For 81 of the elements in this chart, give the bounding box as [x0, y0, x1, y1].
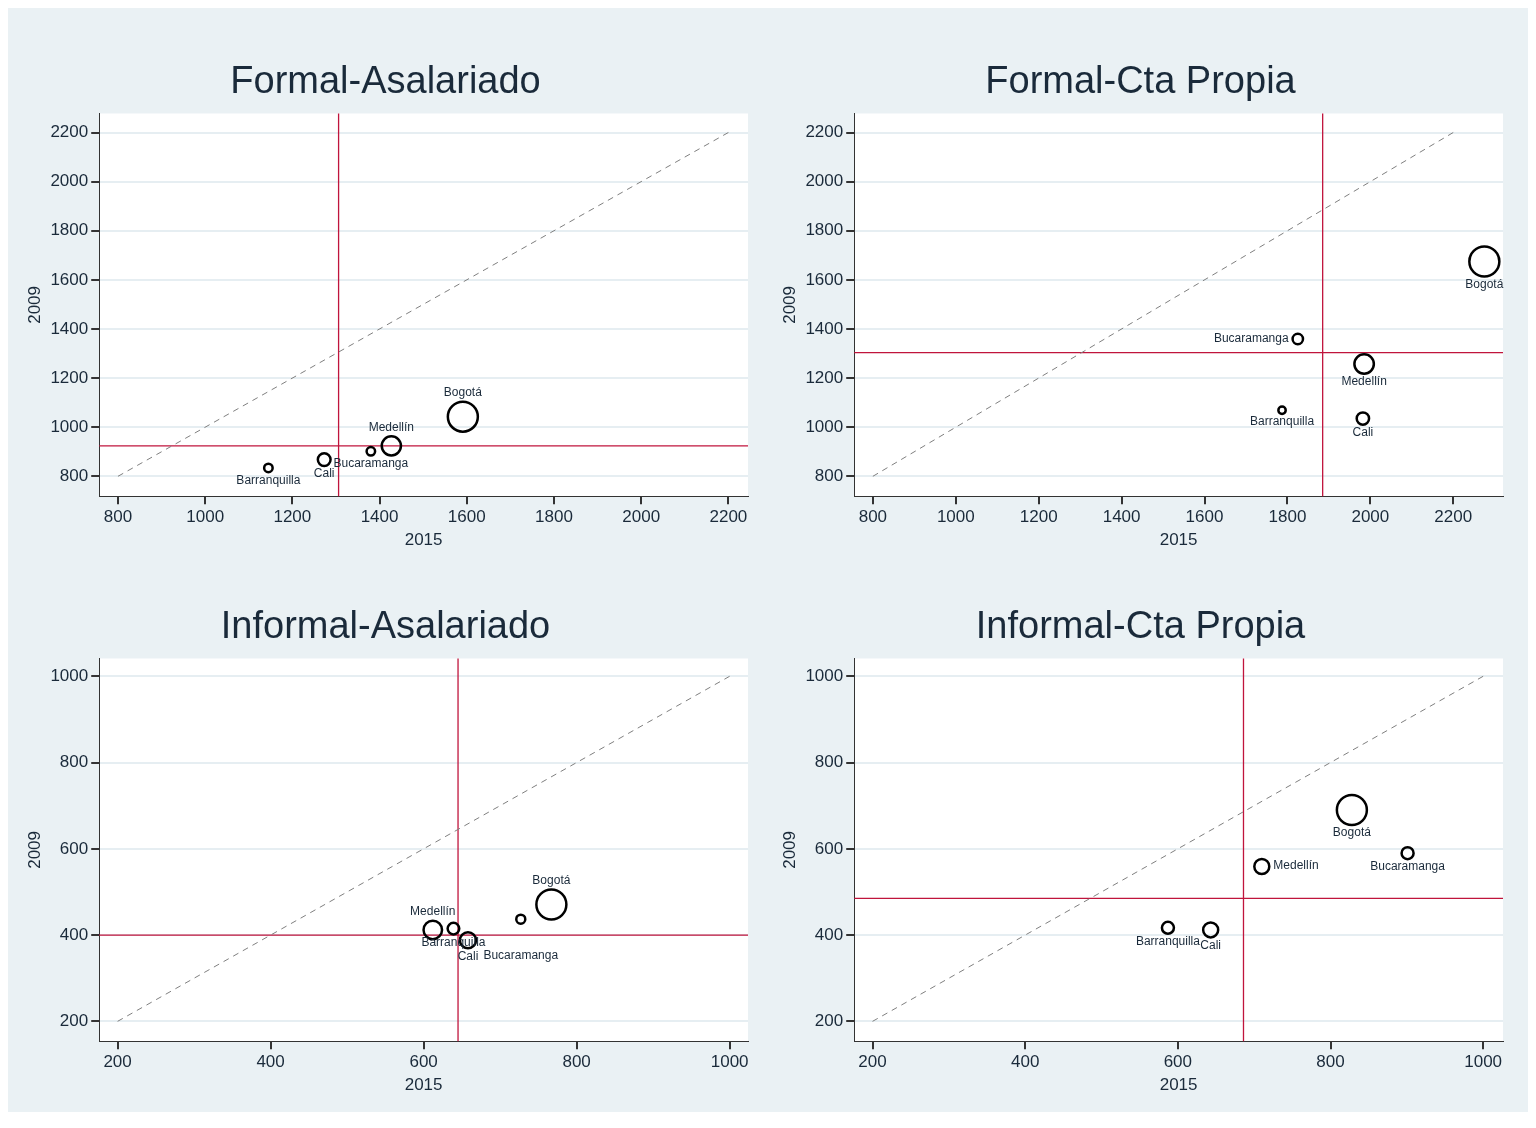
- y-tick-label: 2200: [50, 122, 89, 142]
- y-tick-label: 800: [814, 752, 844, 772]
- x-tick-label: 1800: [535, 507, 573, 527]
- y-tick-label: 400: [59, 924, 89, 944]
- annotation: Barranquilla: [1250, 414, 1315, 429]
- annotation: Medellín: [1341, 374, 1387, 389]
- y-tick-label: 1000: [805, 665, 844, 685]
- y-tick-label: 1000: [50, 416, 89, 436]
- annotation: Bucaramanga: [483, 947, 559, 962]
- y-tick-label: 1200: [805, 367, 844, 387]
- annotation: Medellín: [1273, 858, 1319, 873]
- x-tick-label: 400: [256, 1052, 285, 1072]
- x-tick-label: 2200: [1434, 507, 1473, 527]
- y-tick-label: 1000: [805, 416, 844, 436]
- chart-title: Formal-Cta Propia: [985, 59, 1297, 102]
- chart-title: Informal-Asalariado: [220, 604, 551, 647]
- x-tick-label: 400: [1011, 1052, 1040, 1072]
- y-tick-label: 1000: [50, 665, 89, 685]
- y-tick-label: 1800: [50, 220, 89, 240]
- x-tick-label: 600: [409, 1052, 438, 1072]
- x-tick-label: 800: [562, 1052, 591, 1072]
- annotation: Medellín: [410, 903, 456, 918]
- x-tick-label: 600: [1163, 1052, 1193, 1072]
- y-tick-label: 1600: [50, 269, 89, 289]
- y-tick-label: 600: [59, 838, 89, 858]
- x-tick-label: 200: [858, 1052, 887, 1072]
- y-tick-label: 600: [814, 838, 844, 858]
- chart-title: Informal-Cta Propia: [975, 604, 1307, 647]
- y-axis-title: 2009: [779, 285, 799, 324]
- annotation: Cali: [313, 466, 335, 481]
- y-tick-label: 200: [59, 1011, 89, 1031]
- x-axis-title: 2015: [404, 1075, 443, 1095]
- y-tick-label: 800: [814, 466, 844, 485]
- annotation: Bucaramanga: [1370, 859, 1446, 874]
- annotation: Barranquilla: [236, 472, 301, 487]
- y-tick-label: 200: [814, 1011, 844, 1031]
- y-tick-label: 400: [814, 924, 844, 944]
- x-tick-label: 200: [103, 1052, 132, 1072]
- x-tick-label: 1600: [447, 507, 486, 527]
- x-axis-title: 2015: [1159, 530, 1198, 550]
- annotation: Bucaramanga: [1213, 330, 1289, 345]
- x-tick-label: 2000: [622, 507, 661, 527]
- x-tick-label: 800: [103, 507, 133, 527]
- x-tick-label: 800: [858, 507, 888, 527]
- y-tick-label: 2200: [805, 122, 844, 142]
- y-tick-label: 1600: [805, 269, 844, 289]
- x-tick-label: 1400: [360, 507, 399, 527]
- x-tick-label: 2000: [1351, 507, 1390, 527]
- y-tick-label: 2000: [50, 171, 89, 191]
- annotation: Barranquilla: [1135, 934, 1201, 949]
- y-axis-title: 2009: [24, 285, 44, 324]
- x-tick-label: 800: [1316, 1052, 1345, 1072]
- chart-title: Formal-Asalariado: [230, 59, 541, 102]
- annotation: Bogotá: [1465, 276, 1504, 291]
- y-tick-label: 800: [59, 752, 89, 772]
- y-tick-label: 1400: [805, 318, 844, 338]
- x-tick-label: 1600: [1185, 507, 1224, 527]
- annotation: Bogotá: [443, 384, 483, 399]
- x-axis-title: 2015: [1159, 1075, 1198, 1095]
- x-tick-label: 1800: [1268, 507, 1307, 527]
- x-tick-label: 1400: [1102, 507, 1141, 527]
- x-tick-label: 1200: [1019, 507, 1058, 527]
- y-axis-title: 2009: [779, 830, 799, 869]
- y-tick-label: 800: [59, 466, 89, 485]
- annotation: Bogotá: [532, 872, 571, 887]
- x-tick-label: 1200: [273, 507, 312, 527]
- x-tick-label: 2200: [709, 507, 748, 527]
- annotation: Bogotá: [1332, 825, 1372, 840]
- y-axis-title: 2009: [24, 830, 44, 869]
- annotation: Cali: [1200, 937, 1221, 952]
- annotation: Cali: [1352, 425, 1374, 440]
- x-tick-label: 1000: [936, 507, 975, 527]
- y-tick-label: 2000: [805, 171, 844, 191]
- x-tick-label: 1000: [186, 507, 225, 527]
- y-tick-label: 1800: [805, 220, 844, 240]
- annotation: Medellín: [368, 419, 415, 434]
- x-tick-label: 1000: [710, 1052, 749, 1072]
- y-tick-label: 1200: [50, 367, 89, 387]
- x-tick-label: 1000: [1464, 1052, 1503, 1072]
- y-tick-label: 1400: [50, 318, 89, 338]
- x-axis-title: 2015: [404, 530, 443, 550]
